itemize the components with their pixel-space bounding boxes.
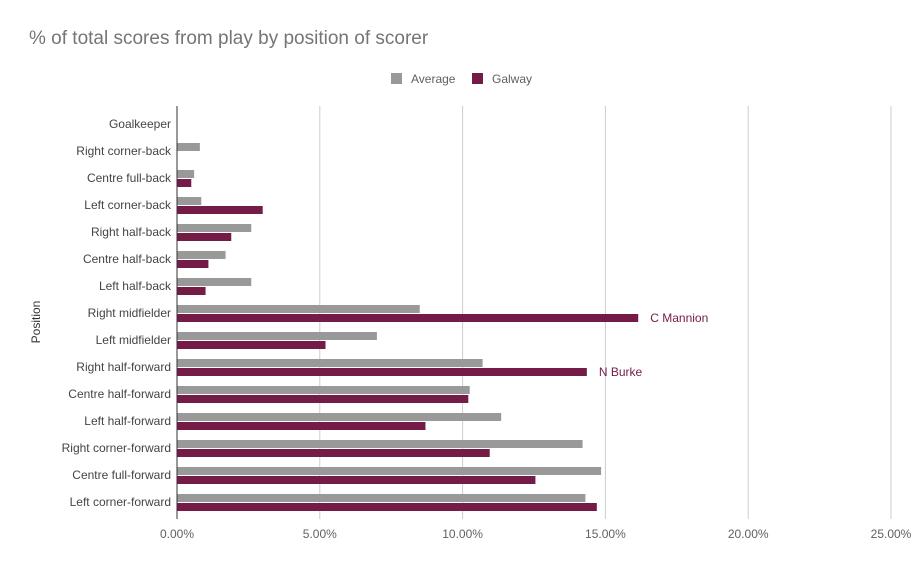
x-tick-label: 0.00% [160,527,194,541]
bar-average [177,386,470,394]
bar-annotation: N Burke [599,365,643,379]
category-label: Right corner-back [76,144,172,158]
category-label: Left corner-back [84,198,172,212]
bar-average [177,305,420,313]
category-label: Centre full-back [87,171,172,185]
bar-galway [177,287,206,295]
category-label: Goalkeeper [109,117,171,131]
bar-average [177,170,195,178]
bar-galway [177,233,232,241]
bar-average [177,197,202,205]
bar-average [177,440,583,448]
bar-average [177,494,586,502]
bar-galway [177,368,587,376]
category-label: Right midfielder [88,306,171,320]
bars [177,143,639,511]
category-label: Left corner-forward [70,495,171,509]
bar-average [177,278,252,286]
bar-galway [177,179,192,187]
bar-annotation: C Mannion [650,311,708,325]
category-label: Right half-back [91,225,172,239]
bar-galway [177,341,326,349]
x-tick-label: 5.00% [303,527,337,541]
legend-label: Average [411,72,456,86]
legend: Average Galway [391,72,532,86]
category-label: Centre half-forward [68,387,171,401]
category-label: Right half-forward [76,360,171,374]
bar-galway [177,206,263,214]
annotations: C Mannion N Burke [599,311,708,379]
x-tick-labels: 0.00% 5.00% 10.00% 15.00% 20.00% 25.00% [160,527,912,541]
category-label: Left half-forward [84,414,171,428]
legend-label: Galway [492,72,532,86]
bar-galway [177,503,597,511]
category-label: Centre half-back [83,252,172,266]
bar-galway [177,449,490,457]
bar-average [177,224,252,232]
bar-galway [177,260,209,268]
bar-average [177,332,377,340]
bar-galway [177,395,469,403]
bar-galway [177,314,639,322]
category-label: Left midfielder [96,333,171,347]
bar-average [177,143,200,151]
bar-average [177,359,483,367]
bar-average [177,467,602,475]
x-tick-label: 10.00% [442,527,483,541]
category-label: Right corner-forward [62,441,171,455]
bar-galway [177,422,426,430]
category-label: Centre full-forward [72,468,171,482]
y-axis-title: Position [29,301,43,344]
category-label: Left half-back [99,279,172,293]
bar-average [177,413,502,421]
legend-swatch [472,73,483,84]
chart-title: % of total scores from play by position … [29,28,429,49]
bar-average [177,251,226,259]
x-tick-label: 25.00% [871,527,912,541]
category-labels: Goalkeeper Right corner-back Centre full-b… [62,117,172,509]
x-tick-label: 20.00% [728,527,769,541]
x-tick-label: 15.00% [585,527,626,541]
bar-galway [177,476,536,484]
legend-swatch [391,73,402,84]
